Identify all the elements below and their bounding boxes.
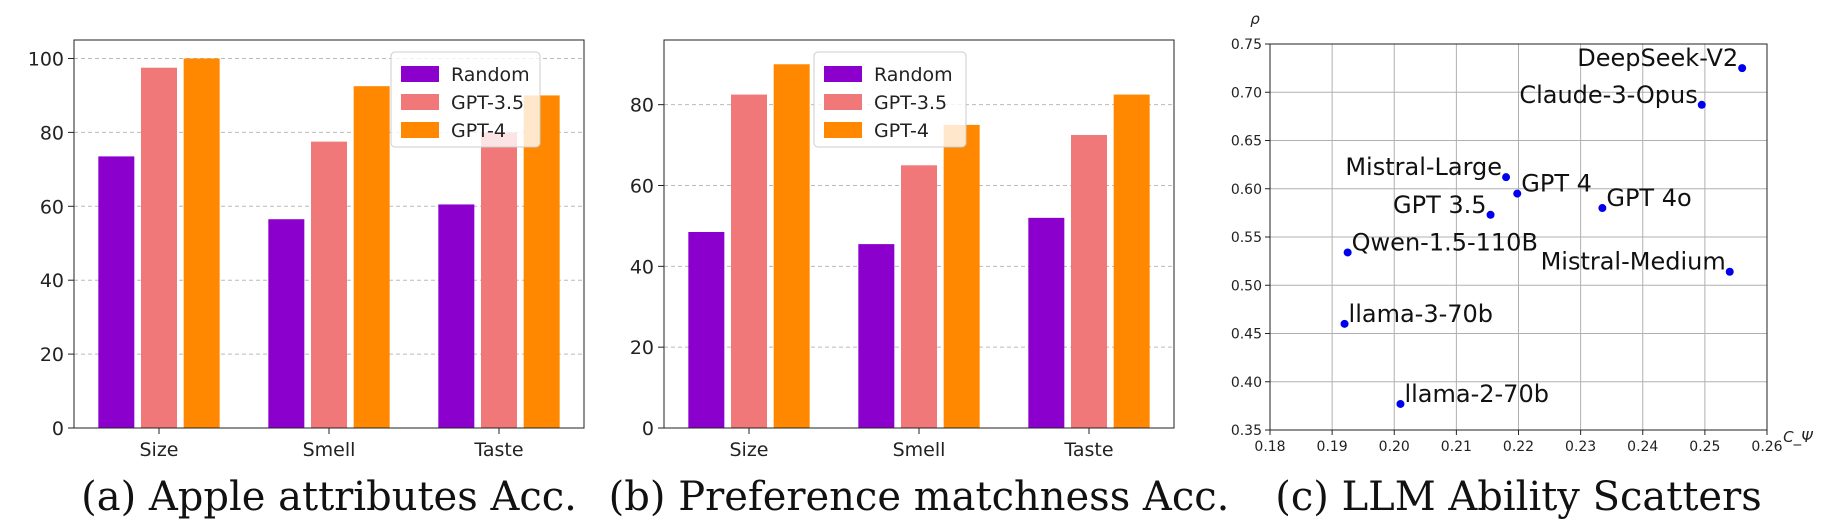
bar — [183, 58, 220, 428]
scatter-point — [1598, 204, 1607, 213]
y-tick-label: 20 — [630, 337, 654, 359]
y-tick-label: 0.40 — [1231, 375, 1262, 391]
scatter-point — [1343, 248, 1352, 257]
y-tick-label: 0.55 — [1231, 230, 1262, 246]
x-tick-label: 0.20 — [1379, 439, 1410, 455]
bar — [688, 231, 725, 428]
x-tick-label: 0.19 — [1317, 439, 1348, 455]
scatter-point — [1396, 399, 1405, 408]
legend-swatch — [824, 66, 862, 82]
bar — [268, 219, 305, 428]
caption: (a) Apple attributes Acc. — [81, 474, 577, 520]
chart-llm-ability-scatter: 0.18 0.19 0.20 0.21 0.22 0.23 0.24 0.25 0.26 0.35… — [1231, 10, 1814, 520]
bar — [311, 141, 347, 428]
x-tick-label: 0.18 — [1254, 439, 1285, 455]
x-tick-label: 0.23 — [1565, 439, 1596, 455]
y-tick-label: 0.50 — [1231, 278, 1262, 294]
bar — [901, 165, 937, 428]
x-tick-label: Taste — [1063, 439, 1113, 461]
bar — [438, 204, 475, 428]
y-axis-label: ρ — [1250, 10, 1260, 28]
bar — [943, 124, 980, 428]
y-tick-label: 80 — [40, 122, 64, 144]
bar — [98, 156, 135, 428]
y-tick-label: 60 — [40, 196, 64, 218]
legend-swatch — [824, 94, 862, 110]
legend-label: GPT-3.5 — [451, 92, 524, 114]
x-tick-label: Size — [729, 439, 768, 461]
x-tick-label: Taste — [473, 439, 523, 461]
bar — [1071, 134, 1107, 428]
y-tick-label: 0.70 — [1231, 85, 1262, 101]
plot-frame — [663, 39, 1175, 429]
y-tick-label: 40 — [40, 270, 64, 292]
x-tick-label: 0.26 — [1751, 439, 1782, 455]
x-tick-label: Smell — [893, 439, 946, 461]
bar — [1028, 217, 1065, 428]
x-tick-label: 0.25 — [1689, 439, 1720, 455]
point-label: GPT 4 — [1521, 170, 1592, 198]
legend-label: GPT-4 — [874, 120, 929, 142]
legend-label: GPT-3.5 — [874, 92, 947, 114]
y-tick-label: 0 — [642, 418, 654, 440]
bar — [1113, 94, 1150, 428]
point-label: GPT 3.5 — [1393, 191, 1487, 219]
point-label: llama-3-70b — [1349, 300, 1494, 328]
legend-swatch — [401, 122, 439, 138]
bar — [773, 64, 810, 428]
chart-preference-matchness: 0 20 40 60 80 Size Smell Taste Random GPT-3.5 GPT-… — [609, 39, 1230, 520]
scatter-point — [1738, 64, 1747, 73]
y-tick-label: 0.65 — [1231, 134, 1262, 150]
plot-frame — [73, 39, 585, 429]
caption: (c) LLM Ability Scatters — [1275, 474, 1762, 520]
legend: Random GPT-3.5 GPT-4 — [813, 51, 967, 148]
y-tick-label: 60 — [630, 176, 654, 198]
chart-apple-attributes: 0 20 40 60 80 100 Size Smell Taste Random GPT-3.5 G… — [28, 39, 585, 520]
bar — [858, 244, 895, 428]
point-label: llama-2-70b — [1404, 380, 1549, 408]
scatter-point — [1340, 319, 1349, 328]
point-label: Mistral-Large — [1345, 153, 1502, 181]
y-tick-label: 0.45 — [1231, 327, 1262, 343]
point-label: DeepSeek-V2 — [1577, 44, 1738, 72]
bar — [523, 95, 560, 428]
legend-swatch — [824, 122, 862, 138]
legend-swatch — [401, 94, 439, 110]
y-tick-label: 0.75 — [1231, 37, 1262, 53]
scatter-point — [1502, 173, 1511, 182]
x-tick-label: 0.21 — [1441, 439, 1472, 455]
point-label: GPT 4o — [1606, 184, 1691, 212]
x-tick-label: Size — [139, 439, 178, 461]
legend-label: Random — [451, 64, 530, 86]
legend-label: GPT-4 — [451, 120, 506, 142]
scatter-point — [1513, 189, 1522, 198]
y-tick-label: 20 — [40, 344, 64, 366]
y-tick-label: 0.35 — [1231, 423, 1262, 439]
scatter-point — [1725, 267, 1734, 276]
point-label: Claude-3-Opus — [1519, 81, 1697, 109]
x-axis-label: C_Ψ — [1783, 428, 1814, 447]
point-label: Qwen-1.5-110B — [1352, 228, 1538, 256]
legend: Random GPT-3.5 GPT-4 — [390, 51, 541, 148]
legend-swatch — [401, 66, 439, 82]
bar — [141, 67, 177, 428]
x-tick-label: Smell — [303, 439, 356, 461]
bar — [731, 94, 767, 428]
y-tick-label: 40 — [630, 256, 654, 278]
y-tick-label: 80 — [630, 95, 654, 117]
bar — [481, 132, 517, 428]
y-tick-label: 0 — [52, 418, 64, 440]
scatter-point — [1486, 210, 1495, 219]
legend-label: Random — [874, 64, 953, 86]
point-label: Mistral-Medium — [1541, 248, 1726, 276]
x-tick-label: 0.22 — [1503, 439, 1534, 455]
bar — [353, 86, 390, 428]
y-tick-label: 0.60 — [1231, 182, 1262, 198]
scatter-point — [1697, 100, 1706, 109]
plot-frame — [1269, 43, 1768, 431]
y-tick-label: 100 — [28, 48, 64, 70]
x-tick-label: 0.24 — [1627, 439, 1658, 455]
caption: (b) Preference matchness Acc. — [609, 474, 1230, 520]
